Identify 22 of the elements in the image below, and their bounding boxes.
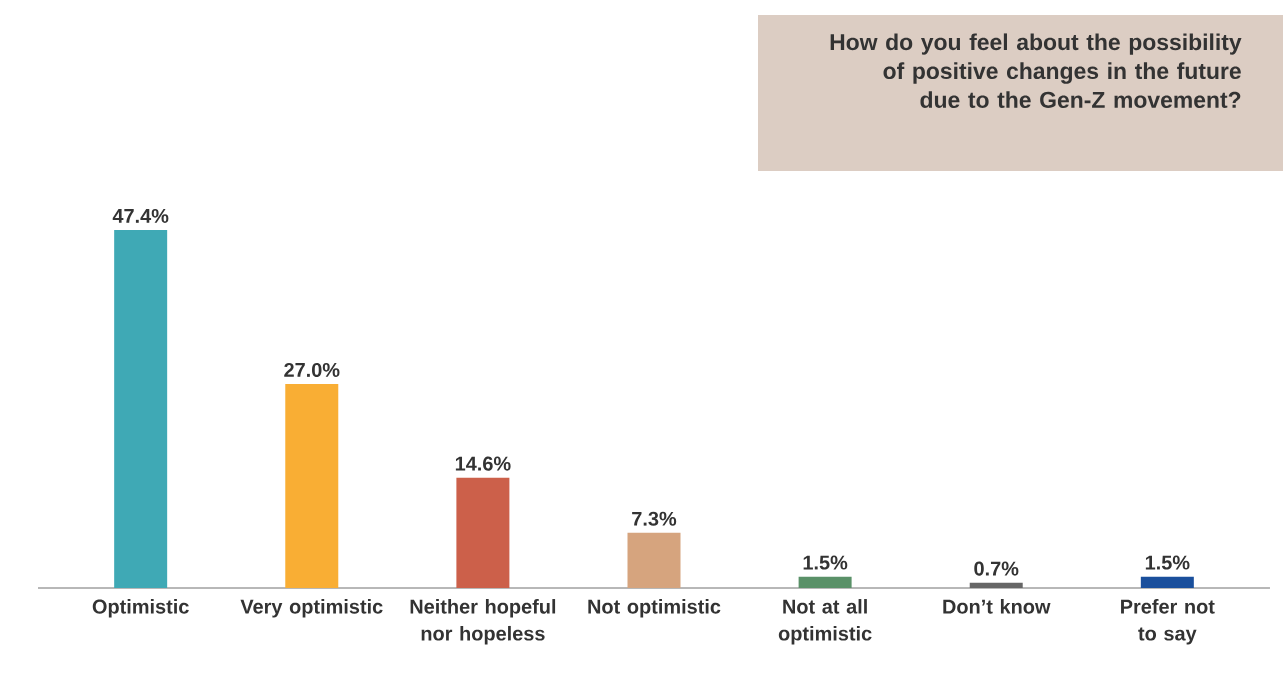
data-label: 1.5% — [1145, 555, 1190, 570]
data-label: 0.7% — [974, 561, 1019, 576]
x-tick-label: Very optimistic — [240, 599, 383, 618]
chart-title: How do you feel about the possibility of positive changes in the future due to the Gen-Z movement? — [830, 33, 1242, 108]
bar — [798, 576, 852, 588]
bar — [285, 384, 339, 588]
bar — [1140, 576, 1194, 588]
x-tick-label: Not at all optimistic — [778, 599, 872, 645]
bar — [456, 477, 510, 588]
bar — [114, 229, 168, 588]
data-label: 27.0% — [284, 362, 340, 378]
bar — [627, 532, 681, 588]
data-label: 7.3% — [632, 511, 677, 526]
x-tick-label: Not optimistic — [588, 599, 721, 618]
x-tick-label: Prefer not to say — [1121, 599, 1215, 645]
x-tick-label: Don’t know — [943, 599, 1051, 614]
x-tick-label: Optimistic — [92, 599, 189, 618]
data-label: 1.5% — [803, 555, 848, 570]
data-label: 14.6% — [455, 456, 511, 471]
bar — [969, 582, 1023, 588]
x-tick-label: Neither hopeful nor hopeless — [410, 599, 556, 645]
data-label: 47.4% — [112, 208, 169, 223]
